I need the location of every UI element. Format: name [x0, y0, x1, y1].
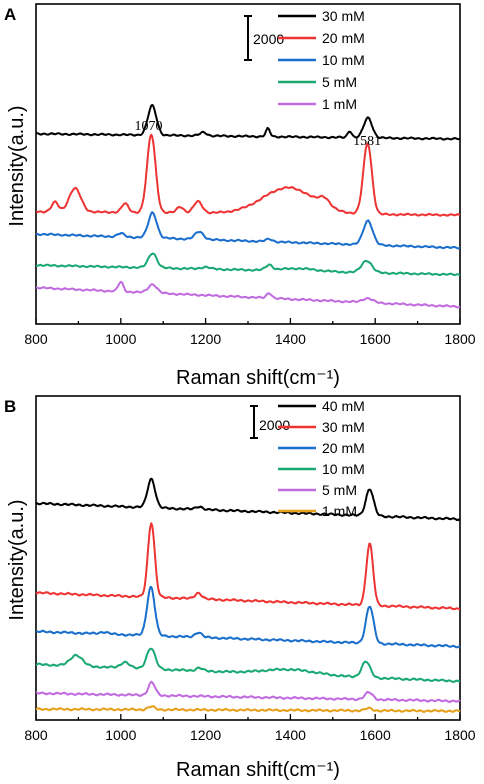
panel-a-legend-label: 20 mM: [322, 30, 365, 46]
panel-a-series-line-30-mm: [35, 104, 461, 141]
panel-b-series-line-40-mm: [35, 477, 461, 522]
panel-b-series-line-20-mm: [35, 585, 461, 649]
panel-a-x-tick-label: 1800: [444, 331, 475, 347]
panel-b-x-tick-label: 1800: [444, 727, 475, 743]
panel-a-series-line-1-mm: [35, 280, 461, 309]
panel-a-scale-bar-label: 2000: [253, 31, 284, 47]
panel-a-x-ticks: [35, 318, 461, 324]
panel-a-series-line-5-mm: [35, 252, 461, 277]
panel-a-x-tick-labels: 800 1000 1200 1400 1600 1800: [24, 331, 475, 347]
panel-b-x-tick-label: 1200: [190, 727, 221, 743]
panel-a-x-tick-label: 1400: [275, 331, 306, 347]
panel-b-y-axis-title: Intensity(a.u.): [6, 499, 28, 620]
panel-a-legend-label: 30 mM: [322, 8, 365, 24]
panel-b-legend-label: 30 mM: [322, 419, 365, 435]
panel-a-legend: 30 mM 20 mM 10 mM 5 mM 1 mM: [278, 8, 365, 112]
panel-a-legend-label: 5 mM: [322, 74, 357, 90]
panel-a-x-tick-label: 800: [24, 331, 48, 347]
panel-b-legend: 40 mM 30 mM 20 mM 10 mM 5 mM 1 mM: [278, 398, 365, 519]
panel-a-legend-label: 10 mM: [322, 52, 365, 68]
panel-b-x-tick-label: 800: [24, 727, 48, 743]
panel-a-x-axis-title: Raman shift(cm⁻¹): [176, 367, 340, 389]
panel-b-legend-label: 1 mM: [322, 503, 357, 519]
panel-a-annotations: 1070 1581: [134, 119, 381, 149]
panel-b-legend-label: 5 mM: [322, 482, 357, 498]
panel-b-x-tick-label: 1000: [105, 727, 136, 743]
panel-b-series: [35, 477, 461, 713]
panel-b-legend-label: 20 mM: [322, 440, 365, 456]
panel-b-x-tick-label: 1400: [275, 727, 306, 743]
panel-b-x-tick-label: 1600: [360, 727, 391, 743]
panel-a-series: [35, 104, 461, 309]
panel-b-x-ticks: [35, 714, 461, 720]
panel-a-series-line-20-mm: [35, 133, 461, 217]
panel-a-x-tick-label: 1600: [360, 331, 391, 347]
panel-b-legend-label: 10 mM: [322, 461, 365, 477]
panel-a-x-tick-label: 1000: [105, 331, 136, 347]
panel-a-peak-annotation: 1070: [134, 119, 162, 134]
panel-a-series-line-10-mm: [35, 211, 461, 250]
panel-b-series-line-10-mm: [35, 647, 461, 683]
panel-b: B 800 1000 1200 1400 1600 1800 2000 40 mM 30 m…: [4, 395, 476, 781]
panel-b-series-line-5-mm: [35, 680, 461, 704]
panel-b-legend-label: 40 mM: [322, 398, 365, 414]
panel-b-label: B: [4, 397, 16, 416]
panel-b-x-axis-title: Raman shift(cm⁻¹): [176, 759, 340, 781]
panel-a-label: A: [4, 5, 16, 24]
panel-b-series-line-30-mm: [35, 522, 461, 611]
panel-a-peak-annotation: 1581: [353, 134, 381, 149]
panel-b-series-line-1-mm: [35, 705, 461, 713]
panel-b-x-tick-labels: 800 1000 1200 1400 1600 1800: [24, 727, 475, 743]
panel-b-scale-bar-label: 2000: [259, 417, 290, 433]
panel-a-y-axis-title: Intensity(a.u.): [6, 105, 28, 226]
panel-a-legend-label: 1 mM: [322, 96, 357, 112]
panel-a-x-tick-label: 1200: [190, 331, 221, 347]
